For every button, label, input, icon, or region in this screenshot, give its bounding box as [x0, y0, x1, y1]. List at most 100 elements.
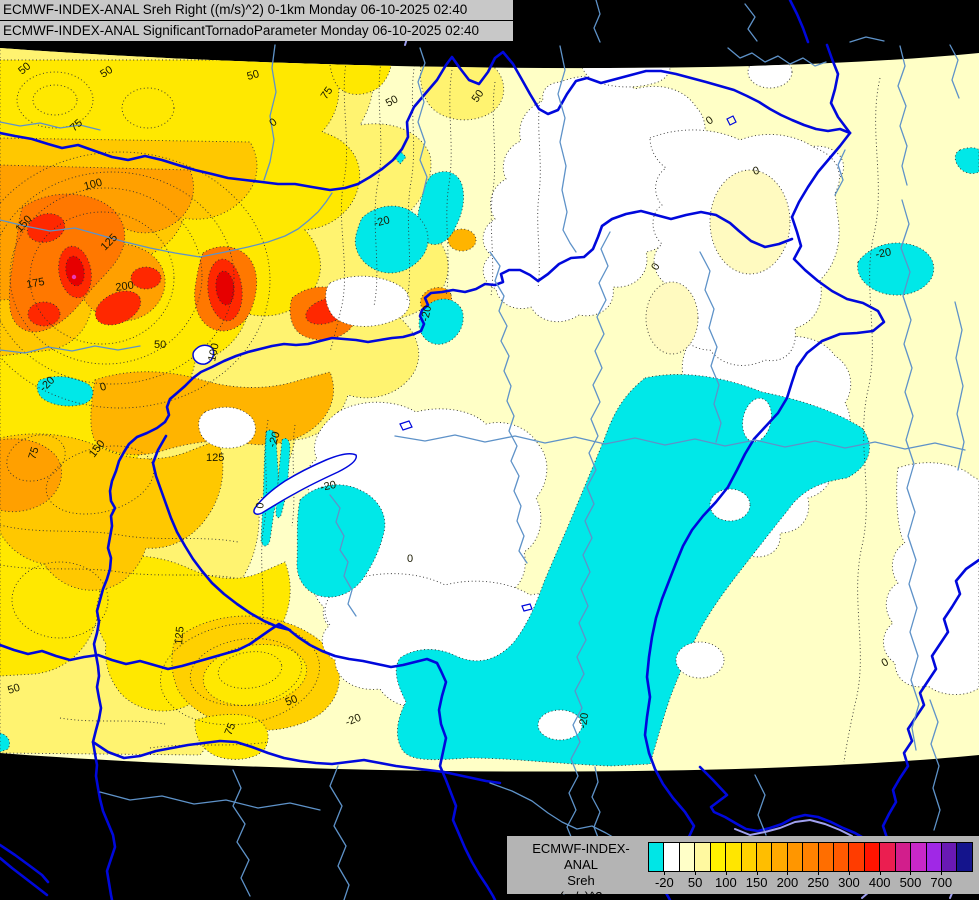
- thin-river: [0, 345, 141, 354]
- thin-river: [897, 45, 908, 186]
- title-bar-line2: ECMWF-INDEX-ANAL SignificantTornadoParam…: [0, 21, 513, 41]
- legend-color-cell: [726, 843, 742, 871]
- legend-tick: [910, 871, 912, 875]
- legend-color-cell: [756, 843, 773, 871]
- title-bar-line1: ECMWF-INDEX-ANAL Sreh Right ((m/s)^2) 0-…: [0, 0, 513, 20]
- legend-tick-label: 250: [807, 875, 830, 890]
- danube-river-north: [0, 50, 852, 192]
- thin-river: [489, 251, 528, 564]
- thin-river: [949, 44, 960, 99]
- contour-label: 200: [115, 280, 135, 294]
- border-black-region: [489, 782, 619, 841]
- lake-neusiedl: [192, 344, 215, 365]
- legend-tick: [879, 871, 881, 875]
- contour-label: 50: [6, 682, 21, 697]
- legend-titles: ECMWF-INDEX-ANAL Sreh (m/s)^2: [517, 841, 645, 900]
- legend-color-cell: [664, 843, 680, 871]
- thin-river: [557, 45, 577, 253]
- light-border-line: [734, 819, 853, 837]
- legend-model-name: ECMWF-INDEX-ANAL: [532, 841, 630, 872]
- contour-label: 0: [704, 114, 716, 127]
- contour-label: 50: [98, 64, 115, 81]
- legend-tick: [725, 871, 727, 875]
- border-black-region: [754, 774, 767, 836]
- contour-label: 50: [246, 68, 261, 83]
- thin-river: [0, 121, 101, 131]
- thin-river: [263, 44, 277, 181]
- contour-label: 0: [99, 381, 108, 394]
- legend-tick: [818, 871, 820, 875]
- legend-color-cell: [911, 843, 927, 871]
- contour-label: 50: [384, 93, 400, 109]
- legend-tick-label: -20: [654, 875, 674, 890]
- tisza-river: [628, 131, 886, 900]
- small-lake-icon: [726, 115, 737, 126]
- legend-color-cell: [679, 843, 696, 871]
- title-text-2: ECMWF-INDEX-ANAL SignificantTornadoParam…: [3, 23, 479, 38]
- legend-tick-label: 50: [687, 875, 703, 890]
- thin-river: [394, 434, 966, 451]
- border-black-region: [329, 765, 350, 900]
- small-lake-icon: [521, 603, 533, 612]
- legend-tick: [756, 871, 758, 875]
- legend-color-cell: [787, 843, 804, 871]
- contour-label: -20: [344, 712, 363, 729]
- legend-tick: [848, 871, 850, 875]
- contour-label: -20: [266, 430, 282, 449]
- contour-label: 100: [206, 342, 222, 362]
- legend-color-cell: [818, 843, 835, 871]
- river-right-edge: [881, 558, 979, 840]
- contour-label: -20: [874, 246, 892, 261]
- small-lake-icon: [399, 420, 413, 431]
- contour-label: -20: [419, 305, 434, 323]
- title-text-1: ECMWF-INDEX-ANAL Sreh Right ((m/s)^2) 0-…: [3, 2, 468, 17]
- thin-river-long-meander: [563, 231, 611, 895]
- contour-label: 50: [154, 339, 166, 351]
- thin-river-header: [849, 36, 885, 43]
- legend-color-cell: [649, 843, 665, 871]
- legend-color-cell: [772, 843, 788, 871]
- contour-label: -20: [373, 214, 391, 230]
- legend-field-name: Sreh: [567, 873, 595, 888]
- contour-label: 75: [26, 446, 41, 461]
- legend-tick-label: 500: [899, 875, 922, 890]
- legend-color-cell: [849, 843, 865, 871]
- contour-label: 125: [206, 452, 224, 464]
- color-scale-legend: ECMWF-INDEX-ANAL Sreh (m/s)^2 -20 50 100 15…: [507, 836, 979, 900]
- thin-river: [417, 47, 428, 195]
- legend-color-cell: [880, 843, 896, 871]
- river-header-area: [788, 0, 810, 44]
- coastline-bottom-left: [0, 843, 50, 884]
- contour-label: 125: [173, 626, 187, 645]
- border-black-region: [929, 699, 941, 831]
- contour-label: -20: [577, 712, 591, 729]
- thin-river: [900, 199, 920, 751]
- legend-color-cell: [803, 843, 819, 871]
- contour-label: 50: [470, 88, 487, 105]
- thin-river: [699, 251, 722, 443]
- river-branch-northeast: [825, 43, 852, 135]
- legend-color-cell: [710, 843, 727, 871]
- thin-river-header: [593, 0, 601, 43]
- contour-label: 0: [752, 165, 761, 178]
- legend-tick-label: 300: [838, 875, 860, 890]
- legend-tick: [941, 871, 943, 875]
- contour-fill-layer: [0, 48, 979, 767]
- contour-label: 50: [284, 693, 300, 709]
- contour-label: 0: [880, 656, 891, 669]
- legend-tick-label: 100: [715, 875, 737, 890]
- sio-channel: [329, 494, 357, 617]
- coastline-bottom-left-2: [0, 856, 49, 897]
- legend-tick-label: 400: [868, 875, 891, 890]
- contour-label: 0: [649, 261, 662, 272]
- legend-color-cell: [942, 843, 958, 871]
- thin-river: [727, 47, 827, 67]
- thin-river: [834, 149, 846, 196]
- raba-river: [0, 192, 333, 258]
- contour-label: 0: [407, 553, 413, 565]
- thin-river: [954, 301, 965, 471]
- contour-label: 0: [254, 502, 267, 510]
